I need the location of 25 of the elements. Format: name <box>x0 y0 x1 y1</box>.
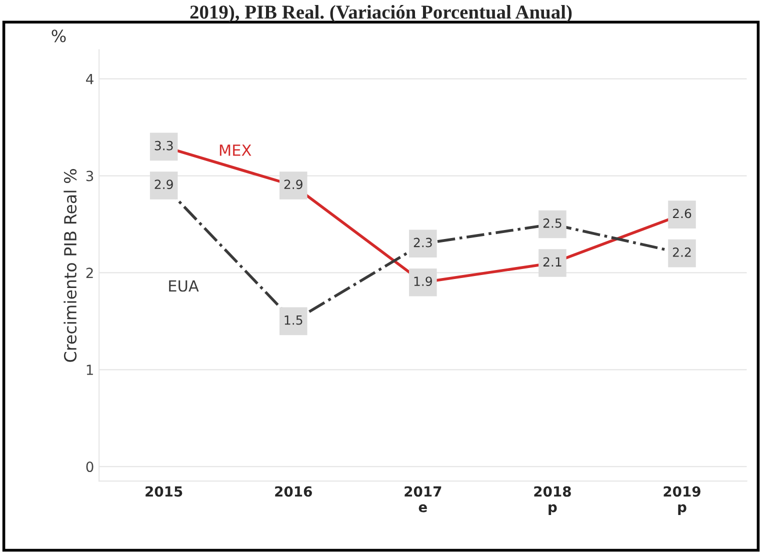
y-tick-label: 0 <box>86 462 94 472</box>
x-tick-label: 2017 e <box>404 486 442 512</box>
data-label: 1.9 <box>414 276 432 286</box>
y-axis-title: Crecimiento PIB Real % <box>64 169 77 362</box>
data-label: 2.2 <box>672 247 691 257</box>
data-label: 2.9 <box>284 180 302 190</box>
text: EUA <box>169 280 199 292</box>
data-label: 1.5 <box>284 316 302 325</box>
data-label: 2.5 <box>543 218 562 228</box>
y-tick-label: 2 <box>86 268 93 278</box>
x-tick-label: 2015 <box>146 486 182 497</box>
data-label: 2.1 <box>543 257 562 266</box>
y-tick-label: 3 <box>86 170 94 182</box>
data-label: 2.3 <box>414 238 432 248</box>
x-tick-label: 2019 p <box>664 486 700 515</box>
data-label: 2.9 <box>154 180 173 190</box>
chart-title: 2019), PIB Real. (Variación Porcentual Anual) <box>190 5 572 23</box>
x-tick-label: 2018 p <box>534 486 571 515</box>
data-label: 3.3 <box>154 140 173 150</box>
y-tick-label: 1 <box>86 364 93 375</box>
text: % <box>52 30 66 42</box>
data-label: 2.6 <box>672 208 692 218</box>
series-label: MEX <box>220 144 252 156</box>
y-tick-label: 4 <box>86 74 94 84</box>
x-tick-label: 2016 <box>275 486 312 497</box>
